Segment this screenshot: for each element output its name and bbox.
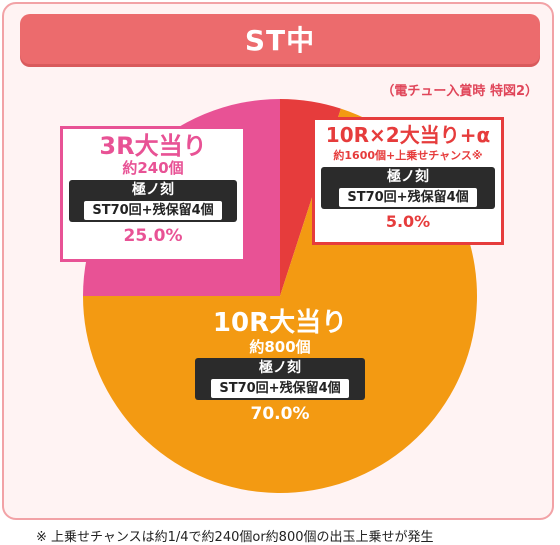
footnote: ※ 上乗せチャンスは約1/4で約240個or約800個の出玉上乗せが発生 — [36, 530, 434, 545]
mode-detail-10r: ST70回+残保留4個 — [211, 379, 349, 398]
slice-sub-10r-double: 約1600個+上乗せチャンス※ — [333, 149, 483, 162]
mode-detail-10r-double: ST70回+残保留4個 — [339, 188, 477, 207]
slice-sub-3r: 約240個 — [122, 159, 184, 177]
mode-box-3r: 極ノ刻 ST70回+残保留4個 — [69, 180, 237, 222]
mode-name-3r: 極ノ刻 — [132, 182, 174, 198]
condition-caption: （電チュー入賞時 特図2） — [381, 84, 538, 99]
label-10r-double: 10R×2大当り+α 約1600個+上乗せチャンス※ 極ノ刻 ST70回+残保留… — [312, 117, 504, 245]
mode-detail-3r: ST70回+残保留4個 — [84, 201, 222, 220]
slice-pct-10r: 70.0% — [250, 404, 310, 424]
mode-name-10r: 極ノ刻 — [259, 360, 301, 376]
label-3r: 3R大当り 約240個 極ノ刻 ST70回+残保留4個 25.0% — [60, 126, 246, 262]
mode-name-10r-double: 極ノ刻 — [387, 169, 429, 185]
chart-title: ST中 — [20, 14, 540, 64]
slice-sub-10r: 約800個 — [249, 338, 311, 356]
slice-pct-3r: 25.0% — [123, 226, 183, 246]
slice-name-10r-double: 10R×2大当り+α — [325, 123, 491, 147]
slice-name-3r: 3R大当り — [99, 132, 207, 160]
slice-name-10r: 10R大当り — [212, 308, 348, 338]
label-10r: 10R大当り 約800個 極ノ刻 ST70回+残保留4個 70.0% — [195, 308, 365, 424]
mode-box-10r-double: 極ノ刻 ST70回+残保留4個 — [321, 167, 495, 209]
mode-box-10r: 極ノ刻 ST70回+残保留4個 — [195, 358, 365, 400]
slice-pct-10r-double: 5.0% — [385, 212, 431, 231]
